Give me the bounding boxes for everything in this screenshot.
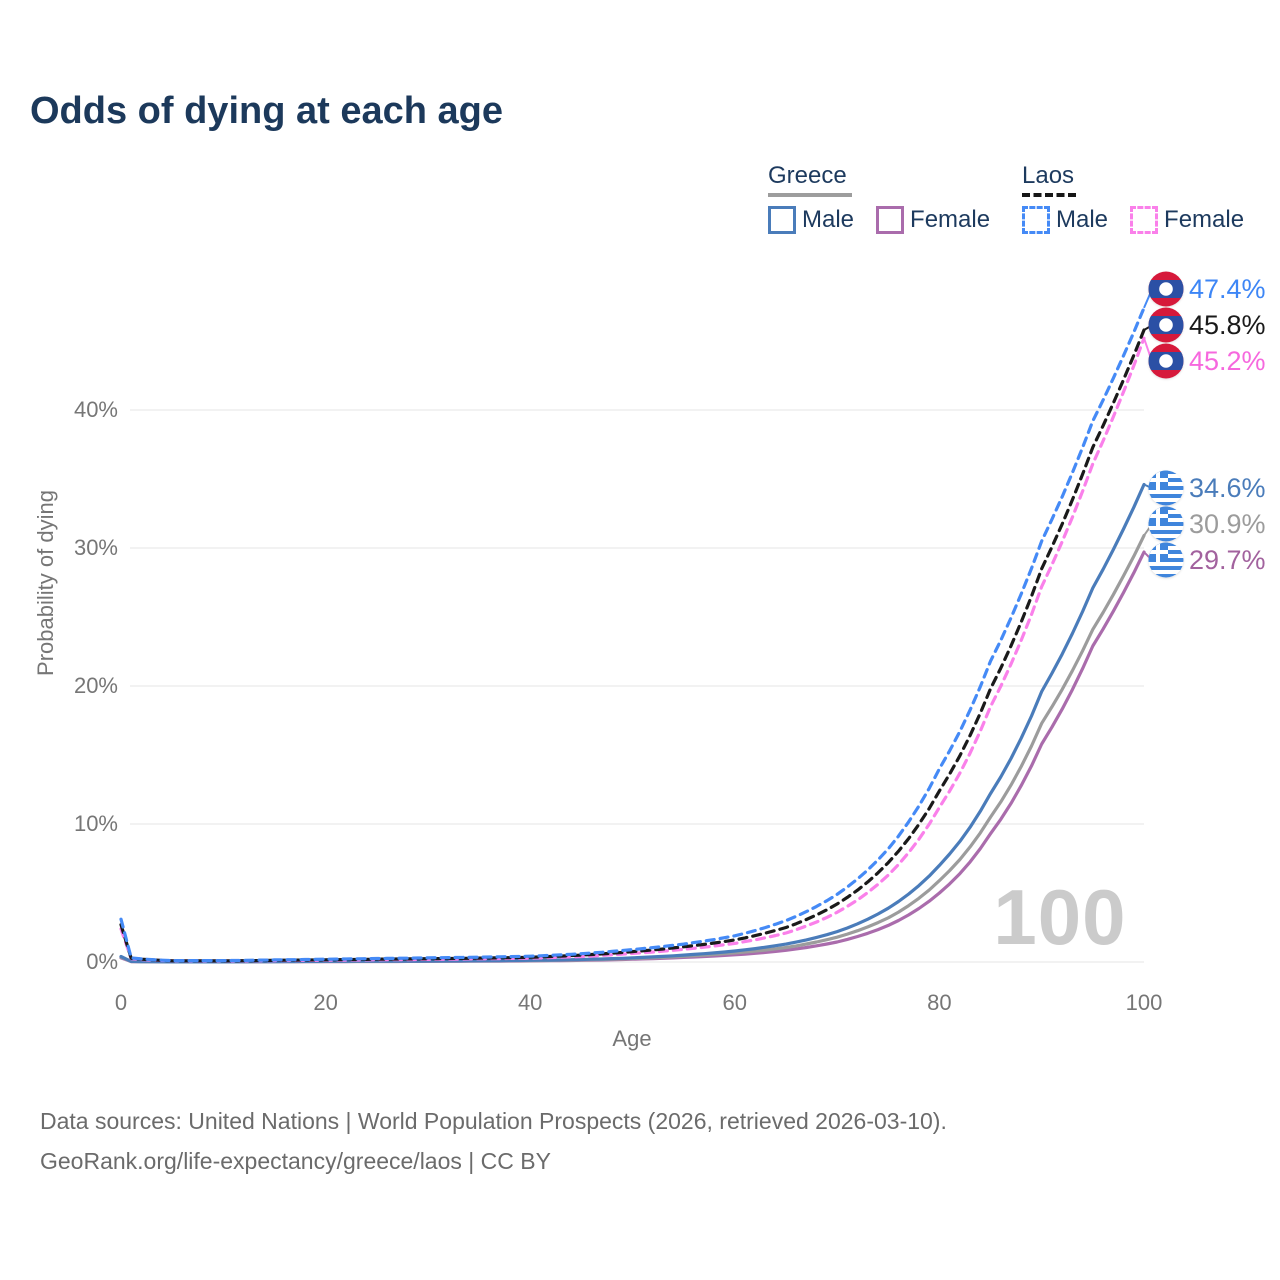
footer-data-sources: Data sources: United Nations | World Pop… (40, 1108, 947, 1134)
end-label-value: 34.6% (1189, 472, 1266, 503)
y-tick-label: 10% (73, 811, 118, 836)
footer-attribution: GeoRank.org/life-expectancy/greece/laos … (40, 1148, 551, 1174)
x-axis-title: Age (612, 1026, 652, 1051)
laos-flag-icon (1148, 271, 1184, 307)
age-watermark: 100 (993, 873, 1127, 961)
x-tick-label: 0 (114, 990, 128, 1015)
x-tick-label: 80 (927, 990, 952, 1015)
legend-label-laos-male[interactable]: Male (1056, 206, 1109, 233)
legend-row-greece: Male Female (768, 206, 1012, 234)
legend-group-greece: Greece Male Female (768, 162, 1012, 234)
series-line-greece-combined (119, 534, 1146, 964)
greece-flag-icon (1148, 542, 1184, 578)
series-line-greece-male (119, 482, 1146, 964)
end-label-value: 45.8% (1189, 309, 1266, 340)
y-tick-label: 20% (73, 673, 118, 698)
legend-country-laos: Laos (1022, 162, 1075, 189)
end-label-greece-combined: 30.9% (1148, 504, 1266, 544)
legend-swatch-greece-male[interactable] (768, 206, 796, 234)
end-label-greece-female: 29.7% (1148, 540, 1266, 580)
series-line-laos-female (119, 336, 1146, 963)
end-label-greece-male: 34.6% (1148, 468, 1266, 508)
series-line-greece-female (119, 550, 1146, 964)
y-tick-label: 40% (73, 397, 118, 422)
x-tick-label: 60 (722, 990, 748, 1015)
series-line-laos-combined (119, 328, 1146, 963)
legend-swatch-laos-male[interactable] (1022, 206, 1050, 234)
legend-swatch-laos-female[interactable] (1130, 206, 1159, 234)
x-tick-label: 100 (1125, 990, 1163, 1015)
x-tick-label: 20 (313, 990, 338, 1015)
legend-group-laos: Laos Male Female (1022, 162, 1266, 234)
legend-swatch-greece-female[interactable] (876, 206, 905, 234)
end-label-value: 47.4% (1189, 273, 1266, 304)
series-line-laos-male (119, 306, 1146, 963)
greece-flag-icon (1148, 506, 1184, 542)
legend-label-greece-male[interactable]: Male (802, 206, 855, 233)
y-tick-label: 30% (73, 535, 118, 560)
laos-flag-icon (1148, 343, 1184, 379)
x-tick-label: 40 (517, 990, 543, 1015)
y-tick-label: 0% (86, 949, 118, 974)
legend-label-greece-female[interactable]: Female (910, 206, 991, 233)
legend-underline-greece (768, 193, 852, 197)
legend-row-laos: Male Female (1022, 206, 1266, 234)
end-label-laos-female: 45.2% (1148, 341, 1266, 381)
end-label-value: 29.7% (1189, 544, 1266, 575)
page-title: Odds of dying at each age (30, 90, 503, 132)
end-label-value: 30.9% (1189, 508, 1266, 539)
greece-flag-icon (1148, 470, 1184, 506)
legend-underline-laos (1022, 193, 1076, 197)
end-label-laos-male: 47.4% (1148, 269, 1266, 309)
end-label-laos-combined: 45.8% (1148, 305, 1266, 345)
laos-flag-icon (1148, 307, 1184, 343)
legend-label-laos-female[interactable]: Female (1164, 206, 1245, 233)
legend-country-greece: Greece (768, 162, 847, 189)
end-label-value: 45.2% (1189, 345, 1266, 376)
